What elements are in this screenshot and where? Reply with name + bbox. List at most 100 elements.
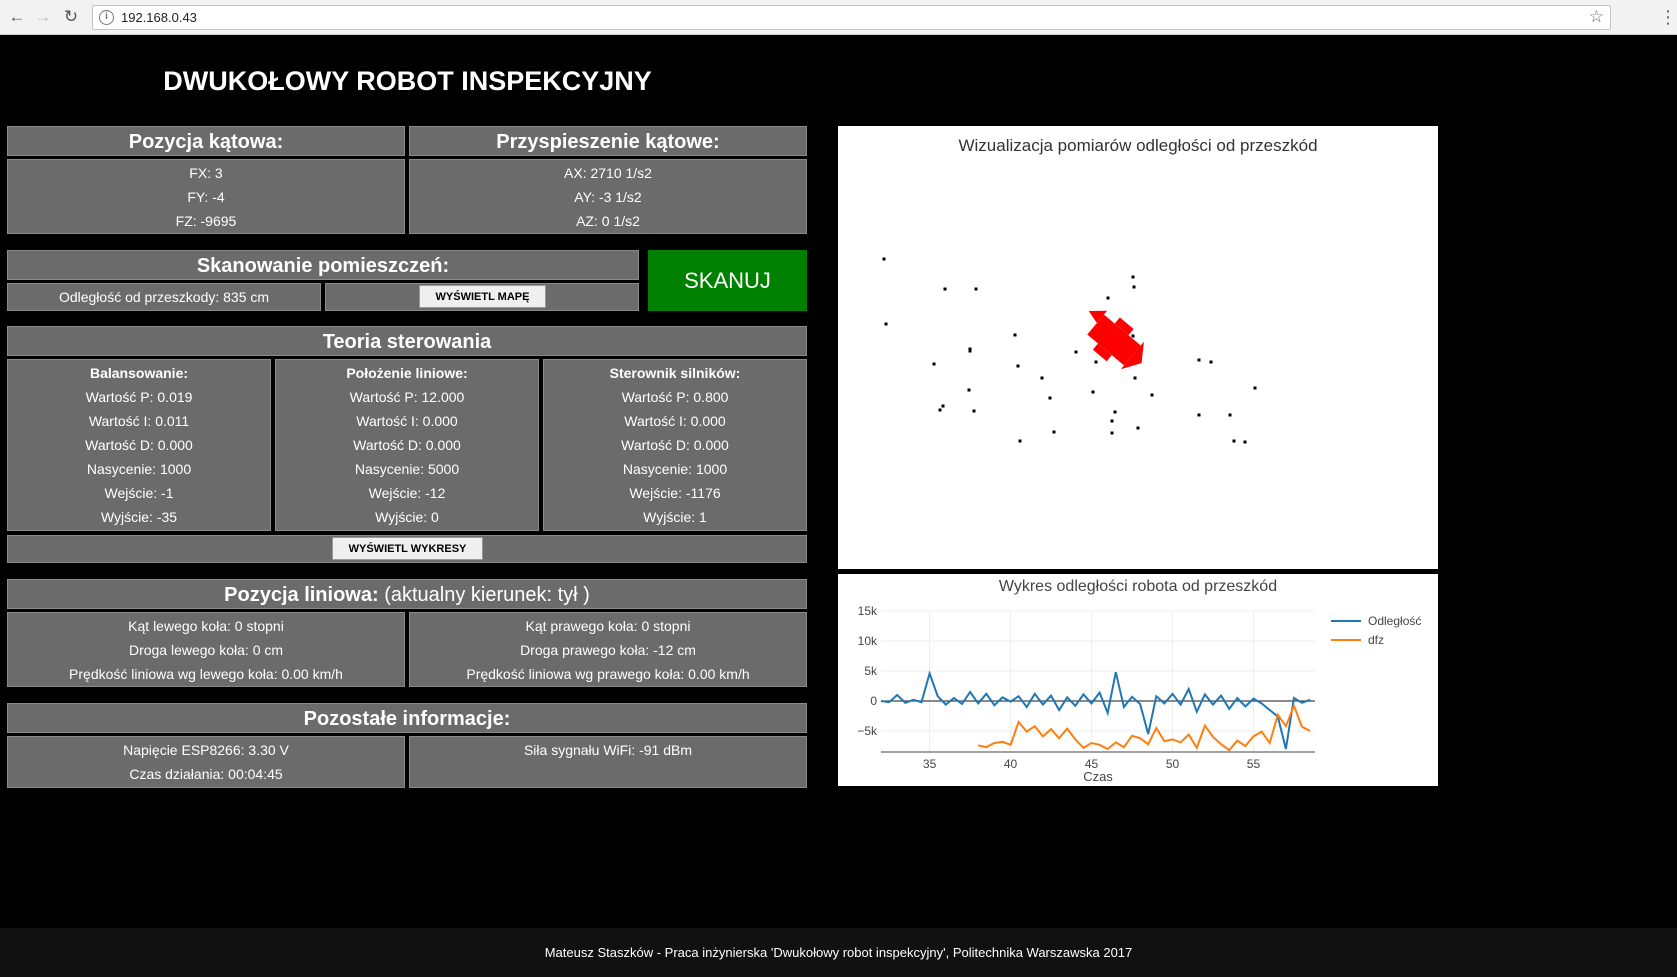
reload-icon[interactable]: ↻ — [63, 7, 79, 26]
ax-value: AX: 2710 1/s2 — [564, 165, 652, 181]
map-points — [882, 257, 1257, 444]
linear-position-title: Pozycja liniowa: — [224, 584, 379, 606]
map-panel: Wizualizacja pomiarów odległości od prze… — [838, 126, 1438, 569]
map-point — [938, 408, 942, 412]
map-point — [882, 257, 886, 261]
fx-value: FX: 3 — [189, 165, 223, 181]
scanning-header: Skanowanie pomieszczeń: — [7, 250, 639, 280]
control-balancing: Balansowanie: Wartość P: 0.019 Wartość I… — [7, 359, 271, 531]
series-line-0 — [880, 670, 1311, 750]
angular-acceleration-header: Przyspieszenie kątowe: — [409, 126, 807, 156]
map-point — [968, 347, 972, 351]
map-point — [1013, 333, 1017, 337]
x-axis-label: Czas — [1083, 769, 1113, 784]
x-tick-label: 55 — [1247, 757, 1261, 771]
control-header: Teoria sterowania — [7, 326, 807, 356]
robot-direction-arrow — [1088, 310, 1108, 324]
map-point — [1136, 426, 1140, 430]
balancing-p: Wartość P: 0.019 — [85, 389, 193, 405]
map-point — [1232, 439, 1236, 443]
page-title: DWUKOŁOWY ROBOT INSPEKCYJNY — [163, 66, 652, 96]
x-tick-label: 50 — [1166, 757, 1180, 771]
balancing-input: Wejście: -1 — [104, 485, 174, 501]
control-motor-driver: Sterownik silników: Wartość P: 0.800 War… — [543, 359, 807, 531]
map-point — [941, 404, 945, 408]
footer: Mateusz Staszków - Praca inżynierska 'Dw… — [0, 928, 1677, 977]
x-tick-label: 45 — [1085, 757, 1099, 771]
map-point — [1106, 296, 1110, 300]
left-wheel-angle: Kąt lewego koła: 0 stopni — [128, 618, 284, 634]
map-point — [974, 287, 978, 291]
motor-input: Wejście: -1176 — [629, 485, 721, 501]
linear-d: Wartość D: 0.000 — [353, 437, 461, 453]
linear-output: Wyjście: 0 — [375, 509, 439, 525]
x-tick-label: 40 — [1004, 757, 1018, 771]
other-info-left: Napięcie ESP8266: 3.30 V Czas działania:… — [7, 736, 405, 788]
show-map-button[interactable]: WYŚWIETL MAPĘ — [419, 285, 546, 308]
ay-value: AY: -3 1/s2 — [574, 189, 642, 205]
distance-chart: Wykres odległości robota od przeszkód 35 4… — [857, 578, 1421, 784]
legend-label: Odległość — [1368, 614, 1421, 628]
motor-driver-title: Sterownik silników: — [609, 365, 741, 381]
series-line-1 — [977, 703, 1311, 752]
map-point — [1018, 439, 1022, 443]
motor-output: Wyjście: 1 — [643, 509, 707, 525]
other-info-header: Pozostałe informacje: — [7, 703, 807, 733]
balancing-output: Wyjście: -35 — [100, 509, 178, 525]
y-tick-label: 0 — [870, 694, 877, 708]
balancing-title: Balansowanie: — [89, 365, 189, 381]
other-info-right: Siła sygnału WiFi: -91 dBm — [409, 736, 807, 788]
obstacle-distance-box: Odległość od przeszkody: 835 cm — [7, 283, 321, 311]
bookmark-star-icon[interactable]: ☆ — [1588, 7, 1604, 26]
map-point — [932, 362, 936, 366]
chart-grid — [881, 610, 1315, 752]
linear-p: Wartość P: 12.000 — [349, 389, 465, 405]
map-visualization: Wizualizacja pomiarów odległości od prze… — [882, 136, 1318, 444]
linear-position-header: Pozycja liniowa: (aktualny kierunek: tył… — [7, 579, 807, 609]
map-point — [884, 322, 888, 326]
control-linear-position: Położenie liniowe: Wartość P: 12.000 War… — [275, 359, 539, 531]
map-point — [1094, 360, 1098, 364]
left-wheel-info: Kąt lewego koła: 0 stopni Droga lewego k… — [7, 612, 405, 687]
right-wheel-speed: Prędkość liniowa wg prawego koła: 0.00 k… — [466, 666, 750, 682]
url-text[interactable]: 192.168.0.43 — [121, 10, 197, 25]
info-icon[interactable]: i — [99, 10, 114, 25]
map-point — [968, 349, 972, 353]
motor-i: Wartość I: 0.000 — [624, 413, 726, 429]
map-title: Wizualizacja pomiarów odległości od prze… — [958, 136, 1317, 155]
map-point — [1132, 285, 1136, 289]
linear-position-title: Położenie liniowe: — [346, 365, 468, 381]
robot-wheel — [1114, 317, 1134, 336]
chart-title: Wykres odległości robota od przeszkód — [999, 578, 1277, 595]
angular-acceleration-values: AX: 2710 1/s2 AY: -3 1/s2 AZ: 0 1/s2 — [409, 159, 807, 234]
forward-icon[interactable]: → — [34, 7, 52, 26]
wifi-signal: Siła sygnału WiFi: -91 dBm — [523, 742, 693, 758]
browser-menu-icon[interactable]: ⋮ — [1659, 7, 1677, 27]
map-point — [1074, 350, 1078, 354]
az-value: AZ: 0 1/s2 — [576, 213, 640, 229]
motor-d: Wartość D: 0.000 — [621, 437, 729, 453]
linear-i: Wartość I: 0.000 — [356, 413, 458, 429]
map-point — [1040, 376, 1044, 380]
map-point — [1150, 393, 1154, 397]
address-bar[interactable]: i 192.168.0.43 ☆ — [92, 5, 1611, 30]
map-point — [1253, 386, 1257, 390]
map-point — [1110, 419, 1114, 423]
linear-input: Wejście: -12 — [368, 485, 446, 501]
uptime: Czas działania: 00:04:45 — [129, 766, 283, 782]
scan-button[interactable]: SKANUJ — [648, 250, 807, 311]
balancing-d: Wartość D: 0.000 — [85, 437, 193, 453]
left-wheel-speed: Prędkość liniowa wg lewego koła: 0.00 km… — [69, 666, 343, 682]
current-direction: (aktualny kierunek: tył ) — [384, 584, 590, 606]
y-tick-label: 15k — [858, 604, 878, 618]
map-point — [943, 287, 947, 291]
show-charts-button[interactable]: WYŚWIETL WYKRESY — [332, 537, 483, 560]
right-wheel-info: Kąt prawego koła: 0 stopni Droga prawego… — [409, 612, 807, 687]
balancing-saturation: Nasycenie: 1000 — [86, 461, 192, 477]
map-point — [972, 409, 976, 413]
x-tick-label: 35 — [923, 757, 937, 771]
map-point — [1048, 396, 1052, 400]
right-wheel-distance: Droga prawego koła: -12 cm — [520, 642, 696, 658]
y-tick-label: −5k — [857, 724, 878, 738]
back-icon[interactable]: ← — [8, 7, 26, 26]
